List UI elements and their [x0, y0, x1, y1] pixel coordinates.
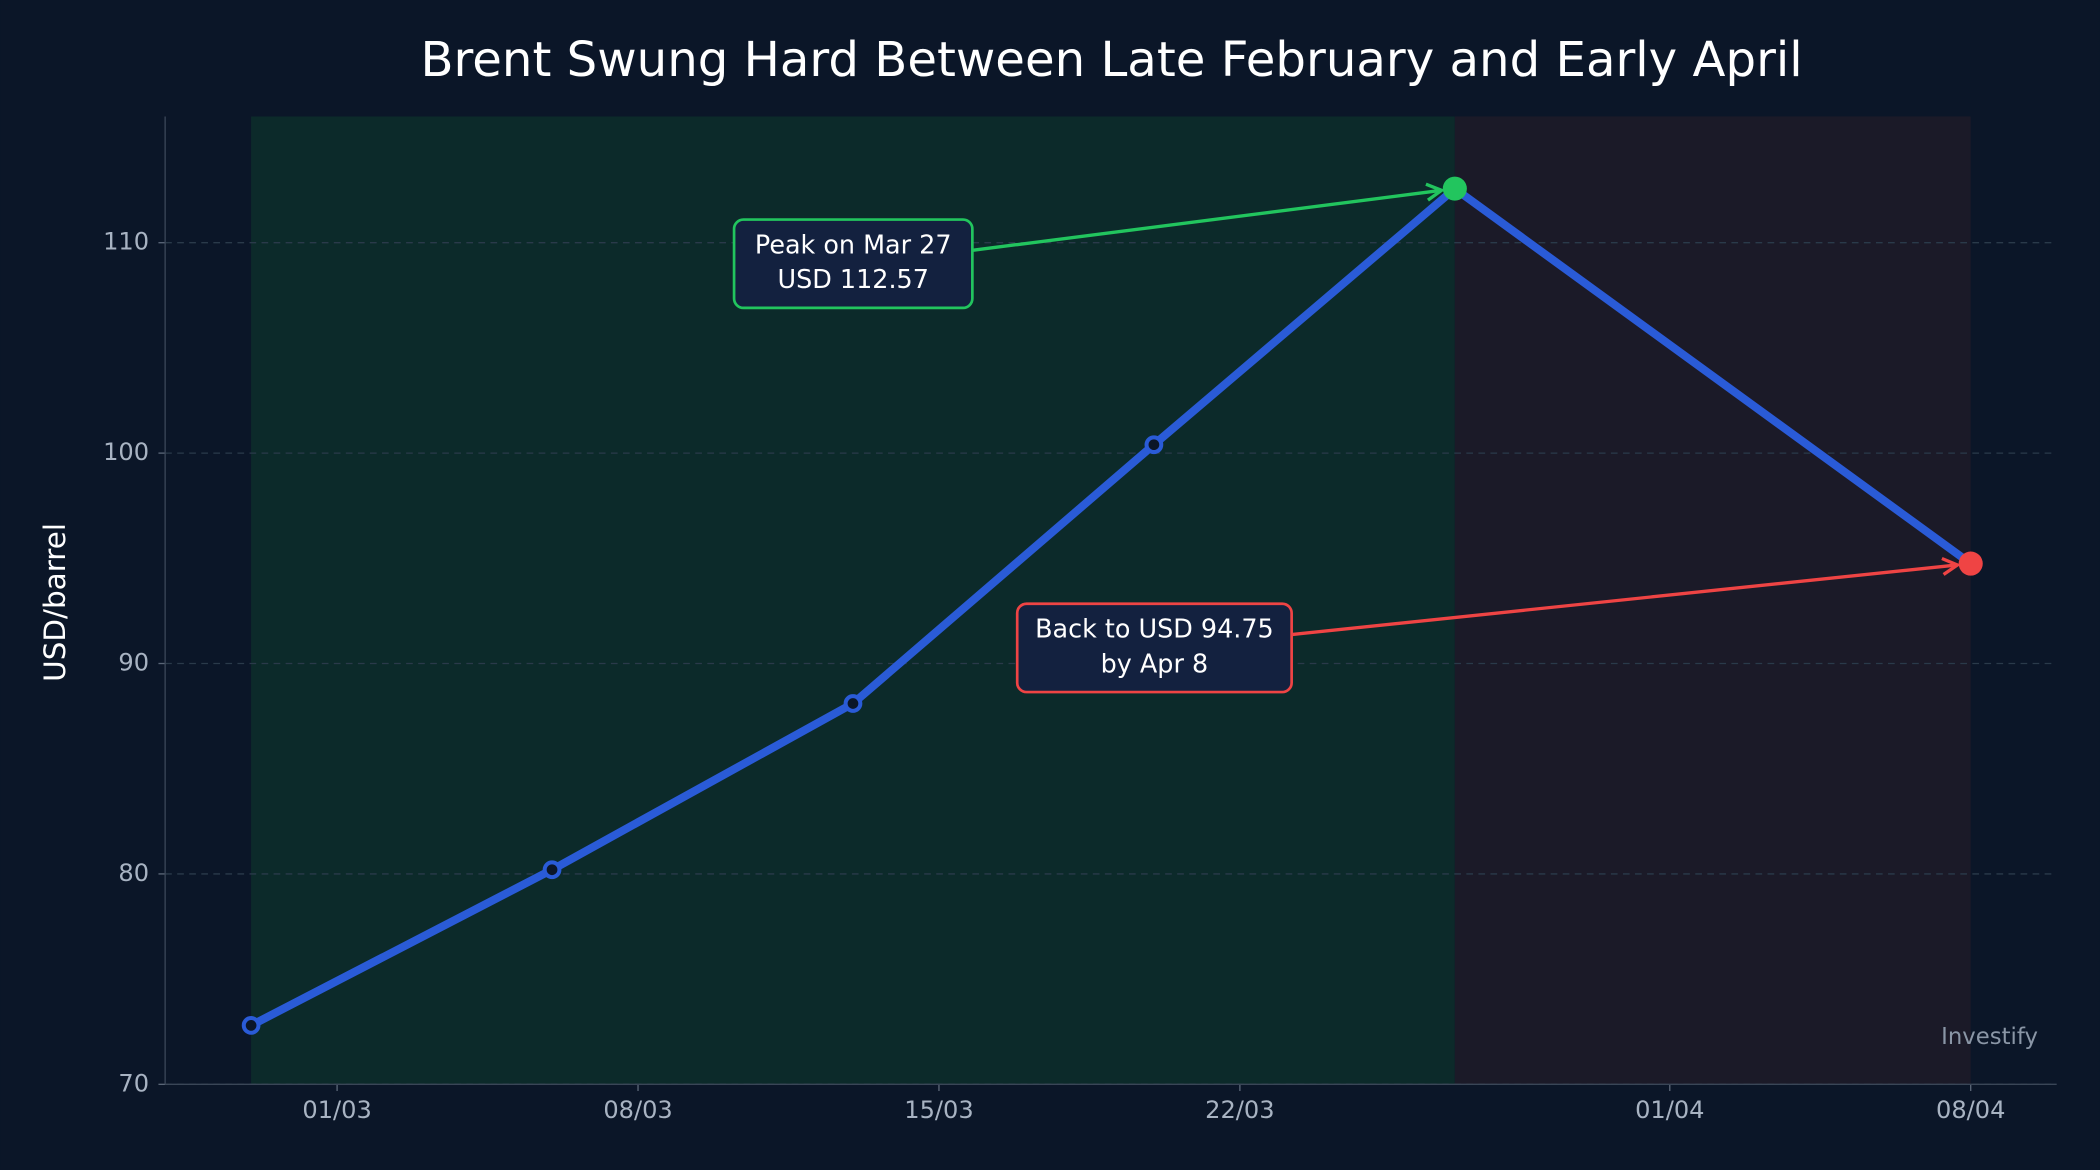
highlight-point: [1958, 551, 1983, 576]
x-tick-label: 08/04: [1936, 1096, 2005, 1124]
x-tick-label: 01/04: [1635, 1096, 1704, 1124]
annotation-box: [732, 218, 974, 310]
y-tick-label: 70: [118, 1069, 149, 1097]
data-line: [249, 184, 1974, 1029]
watermark: Investify: [1941, 1024, 2038, 1050]
annotation-text: Back to USD 94.75: [1035, 614, 1274, 644]
y-axis-label: USD/barrel: [38, 523, 72, 682]
annotation-text: by Apr 8: [1101, 648, 1208, 678]
x-tick-label: 15/03: [904, 1096, 973, 1124]
y-tick-label: 100: [103, 438, 149, 466]
x-tick-label: 01/03: [302, 1096, 371, 1124]
annotation-arrow: [1291, 563, 1958, 637]
y-tick-label: 110: [103, 228, 149, 256]
highlight-point: [1442, 176, 1467, 201]
data-point: [241, 1016, 261, 1035]
data-point: [843, 694, 863, 713]
annotation-text: USD 112.57: [778, 264, 929, 294]
shaded-span: [1454, 116, 1971, 1085]
annotation-arrowhead: [1425, 182, 1446, 202]
y-tick-label: 90: [118, 649, 149, 677]
annotation-box: [1015, 602, 1293, 694]
data-point: [542, 860, 562, 880]
y-tick-label: 80: [118, 859, 149, 887]
annotation-text: Peak on Mar 27: [755, 229, 952, 259]
annotation-arrowhead: [1941, 556, 1961, 576]
x-tick-label: 22/03: [1205, 1096, 1274, 1124]
data-point: [1144, 435, 1164, 455]
x-tick-label: 08/03: [603, 1096, 672, 1124]
chart-title: Brent Swung Hard Between Late February a…: [420, 32, 1802, 88]
annotation-arrow: [972, 188, 1442, 252]
